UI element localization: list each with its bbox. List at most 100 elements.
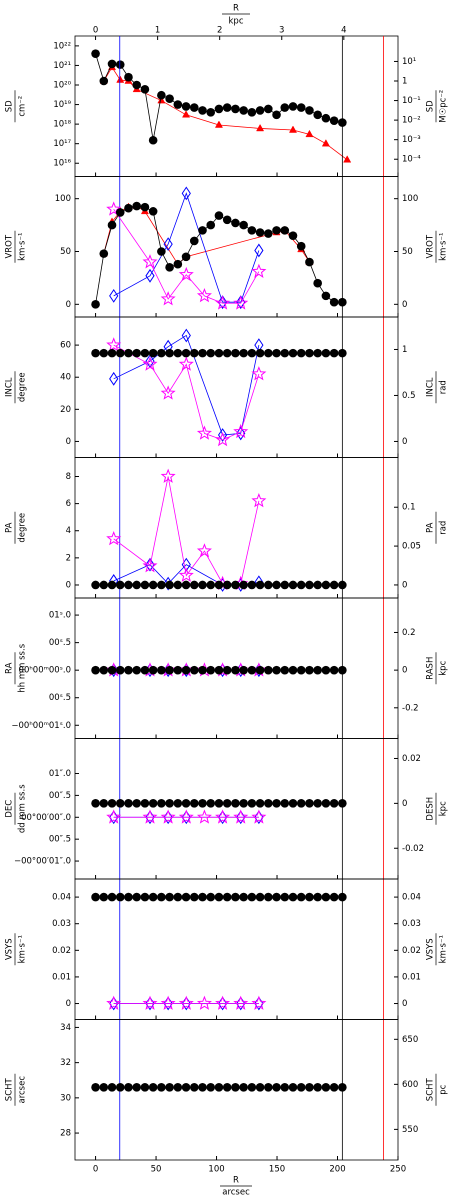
point	[107, 665, 117, 675]
triangle-point	[288, 125, 298, 133]
y-tick-label: 0	[66, 580, 71, 590]
y-tick-label: 00ˢ.5	[49, 638, 71, 648]
point	[239, 580, 248, 590]
point	[264, 1082, 273, 1092]
point	[157, 798, 166, 808]
point	[329, 348, 339, 358]
triangle-point	[305, 129, 314, 138]
point	[231, 1082, 240, 1092]
axis-unit: km·s⁻¹	[439, 233, 449, 261]
y2-tick-label: 10⁻²	[402, 116, 421, 126]
x-axis-unit: arcsec	[222, 1188, 250, 1198]
point	[165, 348, 174, 358]
star-point	[178, 809, 194, 824]
y2-tick-label: 550	[402, 1125, 418, 1135]
point	[272, 348, 281, 358]
axis-unit: km·s⁻¹	[18, 233, 28, 261]
axis-unit: rad	[439, 380, 449, 394]
point	[140, 348, 150, 358]
point	[296, 798, 306, 808]
y-tick-label: 10¹⁷	[53, 139, 71, 149]
point	[198, 580, 207, 590]
point	[321, 1082, 331, 1092]
point	[91, 580, 100, 590]
point	[91, 348, 100, 358]
axis-unit: degree	[18, 513, 28, 543]
star-point	[215, 431, 231, 447]
star-point	[106, 201, 122, 216]
diamond-point	[163, 237, 173, 252]
point	[239, 220, 248, 230]
axis-unit: km·s⁻¹	[439, 935, 449, 963]
star-point	[142, 558, 158, 573]
point	[99, 1082, 109, 1092]
series-line	[113, 334, 260, 436]
point	[231, 798, 240, 808]
point	[214, 348, 224, 358]
point	[91, 798, 100, 808]
point	[264, 892, 273, 902]
x2-axis-label: R	[233, 4, 239, 14]
point	[206, 108, 216, 117]
point	[280, 103, 290, 112]
point	[206, 1082, 216, 1092]
axis-unit: pc	[439, 1084, 449, 1094]
y-tick-label: −00ʰ00ᵐ01ˢ.0	[11, 721, 71, 731]
point	[181, 252, 191, 262]
star-point	[196, 425, 212, 440]
point	[198, 798, 207, 808]
point	[214, 104, 224, 114]
point	[338, 892, 347, 902]
point	[173, 892, 183, 902]
y-tick-label: 60	[60, 341, 71, 351]
point	[222, 215, 232, 225]
point	[91, 300, 100, 309]
point	[305, 580, 314, 590]
y-tick-label: 0	[66, 999, 71, 1009]
y2-tick-label: 10⁻¹	[402, 96, 421, 106]
point	[280, 580, 290, 590]
y-tick-label: 10¹⁹	[53, 100, 71, 110]
point	[321, 348, 331, 358]
axis-label: DEC	[5, 800, 15, 818]
axis-label: VSYS	[5, 938, 15, 960]
y2-tick-label: 0.03	[402, 919, 421, 929]
y2-tick-label: 0.5	[402, 391, 416, 401]
point	[173, 259, 183, 269]
y2-tick-label: 0.02	[402, 946, 421, 956]
y-tick-label: 00″.5	[49, 835, 71, 845]
point	[329, 798, 339, 808]
star-point	[215, 295, 231, 310]
y2-tick-label: 0	[402, 580, 407, 590]
diamond-point	[254, 243, 264, 258]
x-tick-label: 200	[329, 1165, 345, 1175]
point	[99, 798, 109, 808]
point	[280, 798, 290, 808]
axis-label: RA	[5, 662, 15, 674]
star-point	[142, 995, 158, 1010]
axis-unit: rad	[439, 521, 449, 535]
point	[99, 580, 109, 590]
point	[206, 892, 216, 902]
point	[165, 798, 174, 808]
point	[124, 798, 133, 808]
diamond-point	[217, 295, 228, 310]
point	[107, 1082, 117, 1092]
star-point	[215, 809, 231, 824]
point	[280, 226, 290, 235]
point	[305, 665, 314, 675]
point	[222, 892, 232, 902]
y2-tick-label: 0	[402, 999, 407, 1009]
point	[272, 892, 281, 902]
point	[296, 348, 306, 358]
axis-label: SD	[5, 100, 15, 112]
point	[198, 1082, 207, 1092]
axis-unit: M☉pc⁻²	[439, 90, 449, 123]
point	[99, 249, 109, 258]
point	[189, 892, 199, 902]
point	[239, 798, 248, 808]
y-tick-label: 20	[60, 405, 71, 415]
point	[255, 665, 265, 675]
point	[157, 1082, 166, 1092]
point	[247, 892, 257, 902]
